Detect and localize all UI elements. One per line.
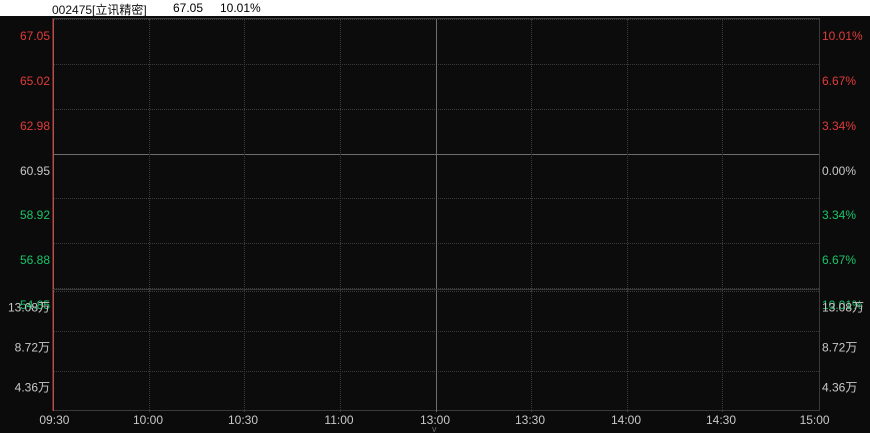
time-gridline [244,19,245,289]
time-tick-label: 15:00 [799,413,830,427]
time-gridline [436,290,437,412]
percent-tick-label: 3.34% [822,118,857,133]
percent-tick-label: 6.67% [822,253,857,268]
time-tick-label: 14:00 [610,413,642,427]
price-series-line [53,19,54,289]
stock-code-name: 002475[立讯精密] [52,3,147,17]
current-price: 67.05 [173,1,204,15]
time-gridline [149,290,150,412]
volume-tick-label-right: 13.08万 [822,300,865,315]
time-gridline [722,19,723,289]
volume-tick-label-right: 8.72万 [822,340,858,355]
chart-titlebar: 002475[立讯精密] 67.05 10.01% [0,0,870,17]
time-gridline [627,19,628,289]
price-tick-label: 62.98 [19,118,50,133]
time-tick-label: 10:30 [227,413,259,427]
price-pane [53,19,819,289]
time-gridline [531,19,532,289]
percent-tick-label: 0.00% [822,163,857,178]
percent-tick-label: 6.67% [822,73,857,88]
volume-tick-label-right: 4.36万 [822,380,858,395]
time-gridline [627,290,628,412]
price-tick-label: 67.05 [19,29,50,43]
time-tick-label: 13:00 [419,413,451,427]
time-axis: 09:30 10:00 10:30 11:00 13:00 13:30 14:00 14:30… [39,411,829,431]
percent-tick-label: 10.01% [822,298,863,312]
percent-tick-label: 3.34% [822,208,857,223]
price-tick-label: 54.85 [19,298,50,312]
volume-tick-label: 8.72万 [14,340,50,355]
volume-tick-label: 13.08万 [7,300,50,315]
time-tick-label: 09:30 [39,413,70,427]
time-gridline [149,19,150,289]
price-tick-label: 60.95 [19,163,50,178]
time-gridline [722,290,723,412]
time-gridline [340,290,341,412]
plot-area[interactable] [52,18,820,412]
left-axis: 67.05 65.02 62.98 60.95 58.92 56.88 54.85 13.08… [0,18,50,411]
axis-center-marker: v [432,424,437,434]
percent-tick-label: 10.01% [822,29,863,43]
volume-pane [53,289,819,412]
time-tick-label: 13:30 [514,413,546,427]
time-gridline [244,290,245,412]
change-percent: 10.01% [220,1,261,15]
time-gridline [340,19,341,289]
time-tick-label: 14:30 [705,413,737,427]
price-tick-label: 65.02 [19,73,50,88]
volume-tick-label: 4.36万 [14,380,50,395]
price-tick-label: 56.88 [19,253,50,268]
volume-series-bar [53,290,54,411]
time-tick-label: 10:00 [132,413,164,427]
right-axis: 10.01% 6.67% 3.34% 0.00% 3.34% 6.67% 10.01% 13.… [822,18,870,411]
time-gridline [531,290,532,412]
time-tick-label: 11:00 [324,413,354,427]
price-tick-label: 58.92 [19,208,50,223]
time-gridline [436,19,437,289]
